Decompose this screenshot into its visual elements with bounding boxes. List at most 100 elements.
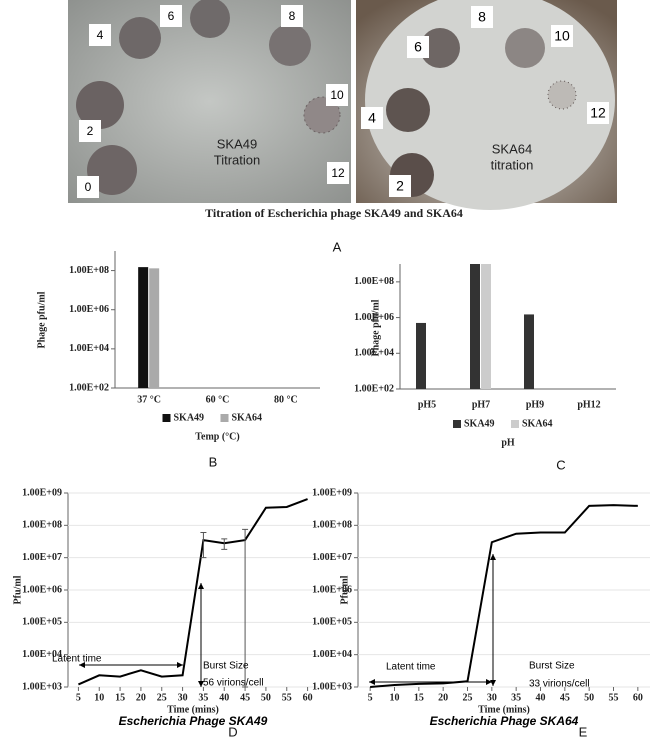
y-tick-label: 1.00E+06 xyxy=(22,584,62,595)
arrow-head xyxy=(79,662,85,668)
x-tick-label: 10 xyxy=(94,692,104,703)
y-tick-label: 1.00E+09 xyxy=(312,487,352,498)
annotation: Burst Size xyxy=(203,661,249,672)
legend-swatch xyxy=(162,414,171,422)
x-tick-label: 20 xyxy=(136,692,146,703)
y-axis-label: Pfu/ml xyxy=(12,575,23,604)
dilution-label: 10 xyxy=(330,88,344,102)
plate-title: SKA49 xyxy=(217,136,257,151)
annotation: 33 virions/cell xyxy=(529,679,590,690)
annotation: 56 virions/cell xyxy=(203,678,264,689)
panel-label: A xyxy=(333,239,342,254)
x-tick-label: 45 xyxy=(240,692,250,703)
error-bar xyxy=(221,538,228,550)
x-tick-label: pH12 xyxy=(577,399,600,410)
legend-swatch xyxy=(511,420,519,428)
bar xyxy=(138,267,149,388)
arrow-head xyxy=(490,554,496,560)
arrow-head xyxy=(369,679,375,685)
annotation: Latent time xyxy=(52,654,102,665)
label-box xyxy=(361,107,383,129)
dilution-label: 12 xyxy=(331,166,345,180)
label-box xyxy=(77,176,99,198)
annotation: Latent time xyxy=(386,662,436,673)
x-tick-label: 60 xyxy=(303,692,313,703)
dilution-label: 6 xyxy=(414,39,422,55)
y-tick-label: 1.00E+03 xyxy=(22,681,62,692)
label-box xyxy=(327,162,349,184)
plate-photo xyxy=(356,0,617,210)
bar xyxy=(416,322,426,389)
y-tick-label: 1.00E+03 xyxy=(312,681,352,692)
error-bar xyxy=(242,528,249,688)
x-tick-label: 55 xyxy=(282,692,292,703)
error-bar xyxy=(200,532,207,559)
x-tick-label: 15 xyxy=(414,692,424,703)
bar xyxy=(481,264,491,389)
x-tick-label: 30 xyxy=(178,692,188,703)
y-tick-label: 1.00E+04 xyxy=(312,649,352,660)
x-tick-label: 50 xyxy=(584,692,594,703)
panel-label: B xyxy=(209,454,218,469)
chart-title: Escherichia Phage SKA64 xyxy=(430,714,579,728)
label-box xyxy=(326,84,348,106)
x-tick-label: 45 xyxy=(560,692,570,703)
plate-photo xyxy=(68,0,351,203)
data-line xyxy=(78,498,308,686)
y-tick-label: 1.00E+07 xyxy=(22,552,62,563)
x-tick-label: 5 xyxy=(368,692,373,703)
x-tick-label: 20 xyxy=(438,692,448,703)
y-axis-label: Phage pfu/ml xyxy=(370,299,381,356)
x-tick-label: 60 xyxy=(633,692,643,703)
arrow-head xyxy=(177,662,183,668)
annotation: Burst Size xyxy=(529,661,575,672)
arrow-head xyxy=(490,680,496,686)
label-box xyxy=(281,5,303,27)
x-tick-label: 37 °C xyxy=(137,394,161,405)
label-box xyxy=(587,102,609,124)
y-tick-label: 1.00E+06 xyxy=(354,312,394,323)
plate-title: titration xyxy=(491,157,534,172)
chart-title: Escherichia Phage SKA49 xyxy=(119,714,268,728)
y-tick-label: 1.00E+06 xyxy=(312,584,352,595)
label-box xyxy=(389,175,411,197)
x-tick-label: pH9 xyxy=(526,399,544,410)
x-tick-label: 35 xyxy=(511,692,521,703)
arrow-head xyxy=(198,583,204,589)
y-tick-label: 1.00E+08 xyxy=(22,520,62,531)
y-tick-label: 1.00E+08 xyxy=(354,276,394,287)
dilution-label: 12 xyxy=(590,105,606,121)
x-tick-label: 30 xyxy=(487,692,497,703)
plate-title: SKA64 xyxy=(492,141,532,156)
x-tick-label: 5 xyxy=(76,692,81,703)
dilution-label: 10 xyxy=(554,28,570,44)
dilution-label: 2 xyxy=(396,178,404,194)
y-tick-label: 1.00E+04 xyxy=(22,649,62,660)
x-tick-label: 25 xyxy=(463,692,473,703)
x-tick-label: 60 °C xyxy=(206,394,230,405)
y-tick-label: 1.00E+05 xyxy=(22,617,62,628)
x-tick-label: 25 xyxy=(157,692,167,703)
y-tick-label: 1.00E+08 xyxy=(69,265,109,276)
bar xyxy=(524,314,534,389)
bar xyxy=(470,264,480,389)
data-line xyxy=(370,504,638,688)
arrow-head xyxy=(198,681,204,687)
legend-label: SKA64 xyxy=(522,418,553,429)
label-box xyxy=(407,36,429,58)
dilution-label: 6 xyxy=(168,9,175,23)
y-axis-label: Phage pfu/ml xyxy=(36,291,47,348)
dilution-label: 8 xyxy=(289,9,296,23)
caption: Titration of Escherichia phage SKA49 and… xyxy=(205,206,463,220)
y-tick-label: 1.00E+05 xyxy=(312,617,352,628)
bar xyxy=(149,268,160,388)
label-box xyxy=(551,25,573,47)
x-tick-label: 10 xyxy=(390,692,400,703)
label-box xyxy=(89,24,111,46)
dilution-label: 2 xyxy=(87,124,94,138)
x-tick-label: pH5 xyxy=(418,399,436,410)
legend-swatch xyxy=(453,420,461,428)
x-axis-label: pH xyxy=(501,437,515,448)
legend-label: SKA49 xyxy=(464,418,495,429)
